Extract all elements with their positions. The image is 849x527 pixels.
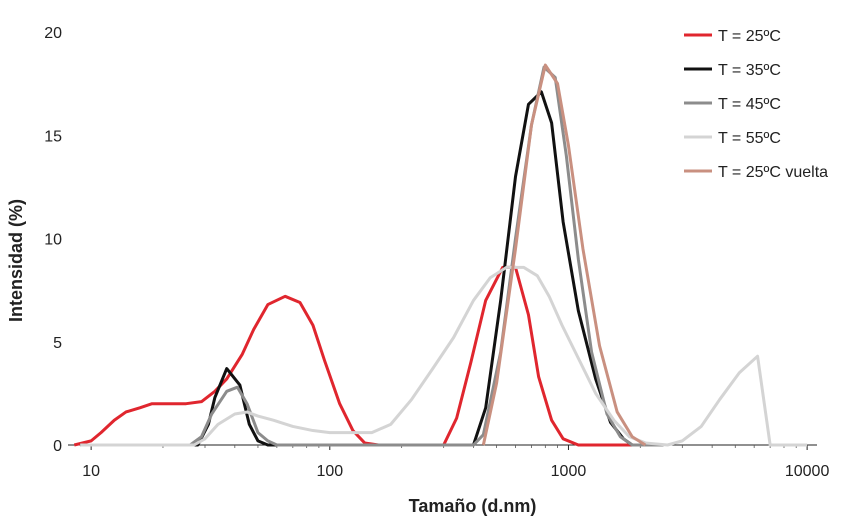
legend-label: T = 45ºC [718, 96, 781, 113]
x-tick-label: 1000 [551, 463, 587, 480]
x-tick-label: 10 [82, 463, 100, 480]
series-line-2 [80, 90, 664, 447]
y-tick-label: 20 [44, 25, 62, 42]
axes: Intensidad (%) Tamaño (d.nm) [6, 199, 817, 516]
tick-labels: 10 100 1000 10000 0 5 10 15 20 [44, 25, 829, 480]
legend-label: T = 25ºC [718, 28, 781, 45]
x-tick-label: 10000 [785, 463, 830, 480]
legend: T = 25ºC T = 35ºC T = 45ºC T = 55ºC T = 25ºC… [684, 28, 828, 181]
series-line-3 [80, 65, 664, 447]
x-axis-title: Tamaño (d.nm) [409, 496, 537, 516]
legend-label: T = 35ºC [718, 62, 781, 79]
y-tick-label: 10 [44, 232, 62, 249]
series-line-5 [481, 63, 647, 447]
y-tick-label: 5 [53, 335, 62, 352]
series-lines [73, 63, 808, 447]
y-tick-label: 0 [53, 438, 62, 455]
legend-label: T = 55ºC [718, 130, 781, 147]
series-line-1 [73, 265, 641, 447]
x-tick-label: 100 [316, 463, 343, 480]
y-tick-label: 15 [44, 128, 62, 145]
y-axis-title: Intensidad (%) [6, 199, 26, 322]
series-line-4 [80, 265, 808, 447]
legend-label: T = 25ºC vuelta [718, 164, 828, 181]
